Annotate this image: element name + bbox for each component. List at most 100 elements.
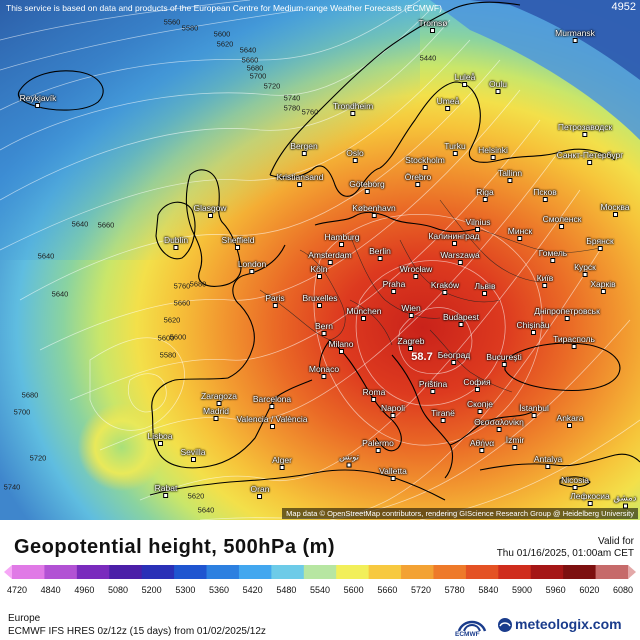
scale-tick-label: 5540 [309,585,331,595]
city-marker [213,416,219,421]
scale-swatch [433,565,467,579]
scale-swatch [530,565,564,579]
scale-swatch [498,565,532,579]
city-label: Oulu [489,79,507,94]
city-label: Αθήνα [470,438,494,453]
scale-arrow-low [4,565,12,579]
city-marker [451,360,457,365]
contour-label: 5780 [283,103,301,113]
contour-label: 5580 [159,350,177,360]
scale-tick-label: 4720 [6,585,28,595]
city-label: Смоленск [543,214,581,229]
scale-swatch [303,565,337,579]
city-label: Bergen [290,141,318,156]
contour-label: 5640 [197,505,215,515]
contour-label: 5600 [157,333,175,343]
city-label: دمشق [613,493,637,509]
scale-tick-label: 5200 [141,585,162,595]
city-marker [542,197,548,202]
data-source-disclaimer: This service is based on data and produc… [6,3,442,13]
city-marker [479,448,485,453]
city-label: Monaco [309,364,339,379]
city-label: Stockholm [405,155,445,170]
city-marker [375,448,381,453]
city-marker [572,485,578,490]
city-marker [612,212,618,217]
city-label: Rabat [155,483,177,498]
city-label: Budapest [443,312,479,327]
city-marker [530,330,536,335]
contour-label: 5620 [163,315,181,325]
city-marker [550,258,556,263]
color-scale-ticks: 4720 4840 4960 5080 5200 5300 5360 5420 5480 5540… [0,585,640,597]
city-label: Trondheim [333,101,373,116]
height-maximum-value: 58.7 [411,351,433,363]
city-label: Bern [315,321,333,336]
city-marker [458,322,464,327]
city-marker [587,501,593,506]
city-label: Харків [590,279,616,294]
contour-label: 5640 [37,251,55,261]
ecmwf-logo-text: ECMWF [455,631,480,638]
city-label: Sheffield [222,235,254,250]
city-marker [163,493,169,498]
city-label: Гомель [539,248,567,263]
geopotential-map [0,0,640,520]
contour-label: 5680 [246,63,264,73]
city-marker [297,182,303,187]
city-marker [482,197,488,202]
city-marker [35,103,41,108]
city-label: Θεσσαλονίκη [474,417,524,432]
meteologix-logo-icon[interactable] [497,617,513,633]
city-label: Београд [438,350,470,365]
city-marker [597,246,603,251]
city-marker [564,316,570,321]
city-label: Madrid [203,406,229,421]
city-label: Chișinău [516,320,550,335]
city-label: Zaragoza [201,391,237,406]
scale-swatch [174,565,208,579]
city-marker [371,213,377,218]
legend-footer: Geopotential height, 500hPa (m) Valid fo… [0,520,640,640]
city-label: Turku [444,141,466,156]
city-label: London [238,259,266,274]
contour-label: 5740 [3,482,21,492]
contour-label: 5680 [21,390,39,400]
scale-swatch [109,565,143,579]
city-label: Hamburg [325,232,359,247]
city-marker [235,245,241,250]
city-label: Dublin [164,235,188,250]
city-label: Псков [533,187,557,202]
scale-tick-label: 5420 [242,585,263,595]
city-label: Ankara [557,413,583,428]
city-label: Брянск [586,236,614,251]
city-marker [390,413,396,418]
city-label: Sevilla [180,447,206,462]
city-marker [531,413,537,418]
valid-for-label: Valid for [598,536,634,547]
map-corner-id: 4952 [611,1,636,13]
scale-swatch [206,565,240,579]
borders [259,199,601,393]
city-marker [272,303,278,308]
city-label: Antalya [534,454,562,469]
scale-tick-label: 4960 [74,585,95,595]
scale-tick-label: 5900 [511,585,533,595]
scale-swatch [465,565,499,579]
contour-label: 5440 [419,53,437,63]
scale-tick-label: 5360 [208,585,230,595]
city-marker [390,476,396,481]
city-marker [190,457,196,462]
city-label: Valencia / València [236,414,308,429]
city-marker [321,374,327,379]
city-label: Örebro [405,172,431,187]
city-marker [587,160,593,165]
city-marker [327,260,333,265]
meteologix-brand-link[interactable]: meteologix.com [515,616,622,632]
city-marker [279,465,285,470]
city-marker [496,427,502,432]
scale-swatch [336,565,370,579]
contour-label: 5720 [29,453,47,463]
scale-swatch [12,565,45,579]
city-label: Wrocław [400,264,432,279]
